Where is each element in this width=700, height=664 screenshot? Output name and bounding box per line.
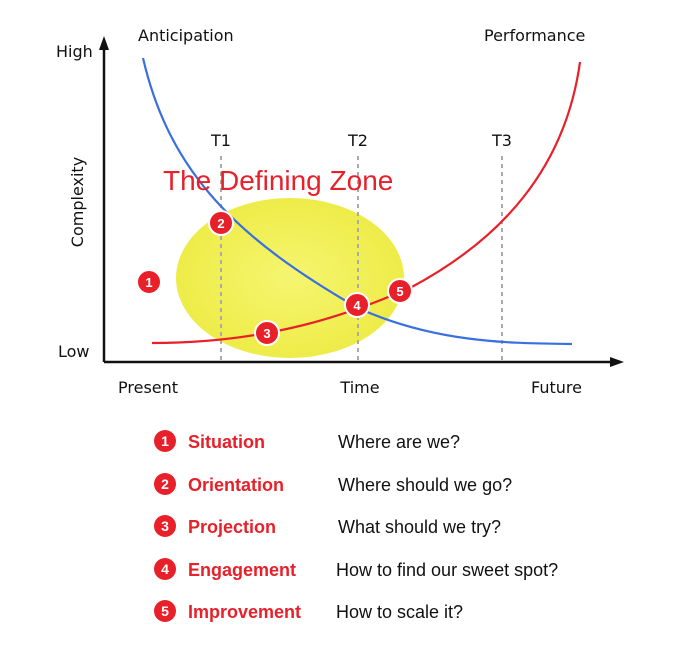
y-axis-arrow-icon	[99, 36, 109, 50]
svg-text:1: 1	[145, 275, 152, 290]
x-present-label: Present	[118, 378, 178, 397]
x-time-label: Time	[339, 378, 379, 397]
t2-label: T2	[347, 131, 368, 150]
legend-item-engagement: 4 Engagement How to find our sweet spot?	[154, 558, 558, 580]
badge-3: 3	[254, 320, 280, 346]
t3-label: T3	[491, 131, 512, 150]
svg-text:2: 2	[161, 476, 169, 492]
legend-item-orientation: 2 Orientation Where should we go?	[154, 473, 512, 495]
defining-zone-title: The Defining Zone	[163, 165, 393, 196]
svg-text:1: 1	[161, 433, 169, 449]
svg-text:5: 5	[396, 284, 403, 299]
legend-item-projection: 3 Projection What should we try?	[154, 515, 501, 537]
svg-text:4: 4	[353, 298, 361, 313]
svg-text:4: 4	[161, 561, 169, 577]
svg-text:5: 5	[161, 603, 169, 619]
performance-label: Performance	[484, 26, 585, 45]
t1-label: T1	[210, 131, 231, 150]
svg-text:How to find our sweet spot?: How to find our sweet spot?	[336, 560, 558, 580]
y-axis-title: Complexity	[68, 157, 87, 247]
badge-5: 5	[387, 278, 413, 304]
svg-text:Orientation: Orientation	[188, 475, 284, 495]
defining-zone-ellipse	[176, 198, 404, 358]
x-axis-arrow-icon	[610, 357, 624, 367]
svg-text:Improvement: Improvement	[188, 602, 301, 622]
svg-text:Engagement: Engagement	[188, 560, 296, 580]
svg-text:3: 3	[263, 326, 270, 341]
x-future-label: Future	[531, 378, 582, 397]
svg-text:Where should we go?: Where should we go?	[338, 475, 512, 495]
legend-item-situation: 1 Situation Where are we?	[154, 430, 460, 452]
anticipation-label: Anticipation	[138, 26, 234, 45]
badge-2: 2	[208, 210, 234, 236]
badge-1: 1	[136, 269, 162, 295]
y-low-label: Low	[58, 342, 90, 361]
svg-text:Where are we?: Where are we?	[338, 432, 460, 452]
svg-text:3: 3	[161, 518, 169, 534]
legend: 1 Situation Where are we? 2 Orientation …	[154, 430, 558, 622]
svg-text:Situation: Situation	[188, 432, 265, 452]
badge-4: 4	[344, 292, 370, 318]
svg-text:2: 2	[217, 216, 224, 231]
legend-item-improvement: 5 Improvement How to scale it?	[154, 600, 463, 622]
anticipation-curve	[141, 57, 573, 346]
y-high-label: High	[56, 42, 93, 61]
svg-text:Projection: Projection	[188, 517, 276, 537]
svg-text:How to scale it?: How to scale it?	[336, 602, 463, 622]
svg-text:What should we try?: What should we try?	[338, 517, 501, 537]
